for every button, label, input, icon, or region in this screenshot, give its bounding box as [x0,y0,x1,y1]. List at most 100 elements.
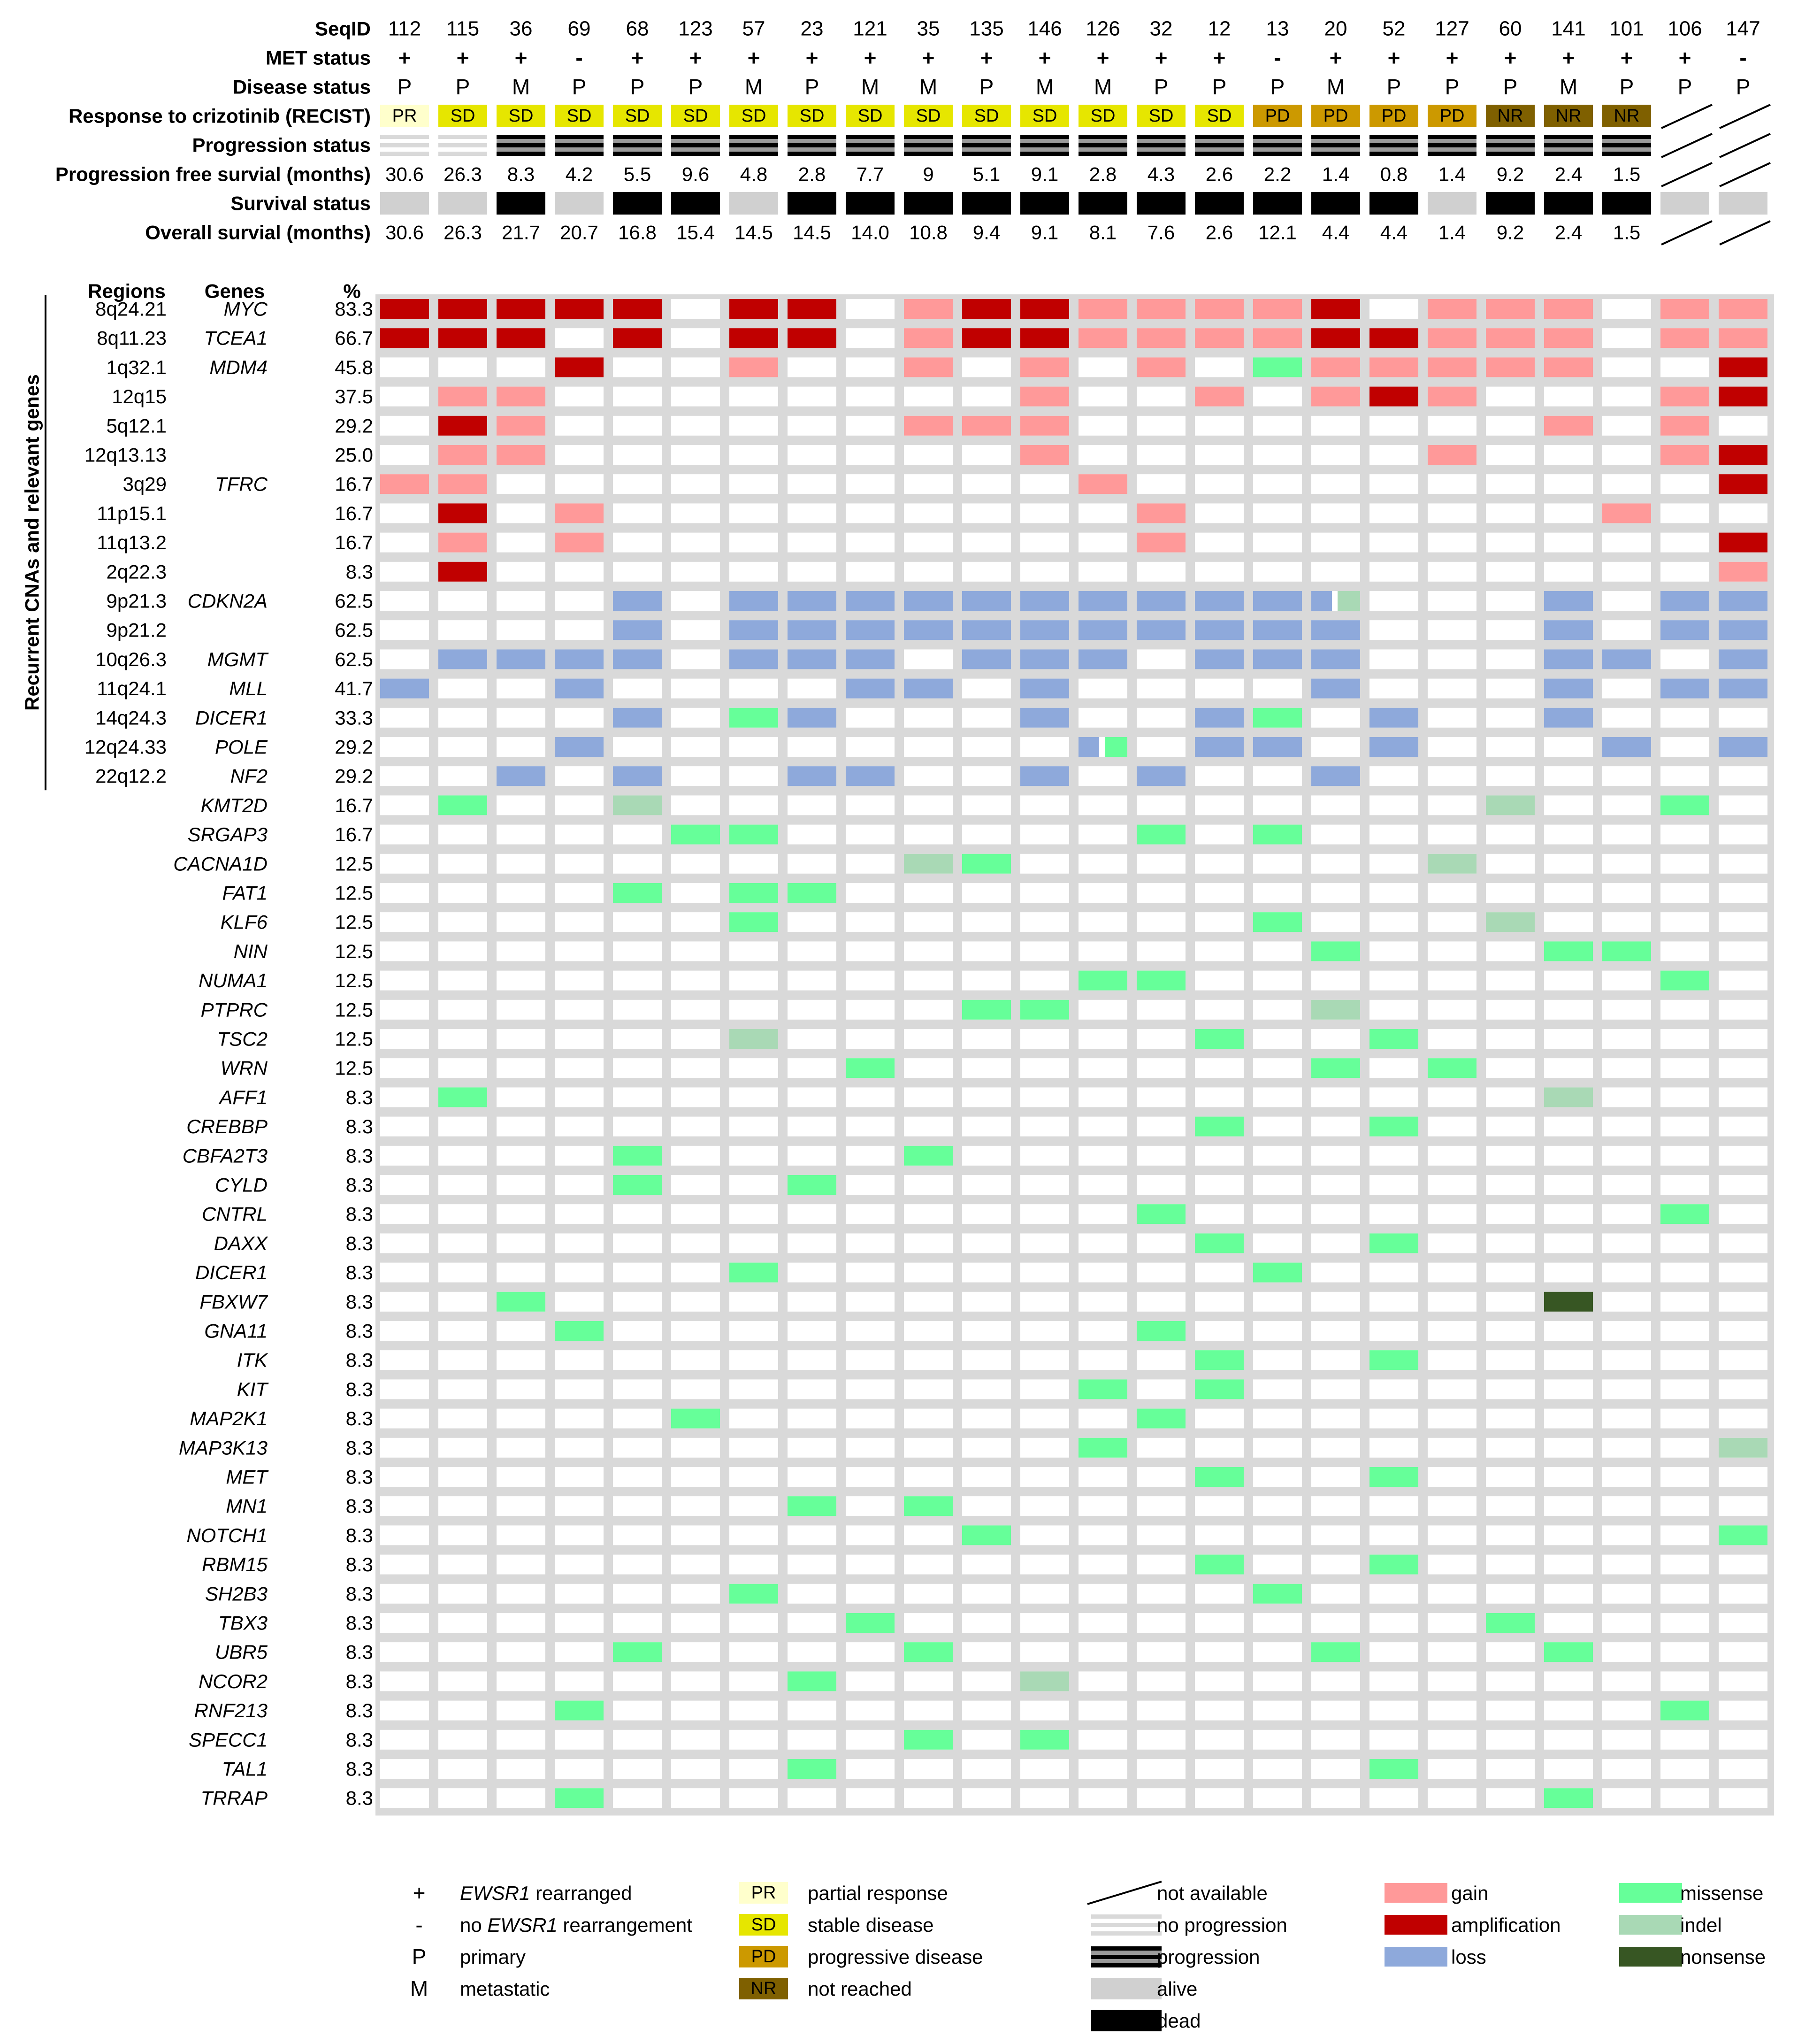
grid-cell [1544,386,1593,407]
grid-cell [1253,1233,1302,1253]
legend-swatch-label: SD [751,1915,776,1935]
grid-cell [1486,853,1535,874]
grid-cell [380,1408,429,1429]
alteration-cell [904,1642,953,1662]
grid-cell [380,999,429,1020]
grid-cell [1602,1788,1651,1808]
grid-cell [1137,1525,1186,1545]
grid-cell [671,1321,720,1341]
grid-cell [1428,766,1476,786]
grid-cell [1428,824,1476,845]
header-value: 2.4 [1555,222,1582,244]
alteration-cell [1602,649,1651,669]
grid-cell [1486,1087,1535,1107]
alteration-cell [1311,386,1360,407]
grid-cell [671,1729,720,1750]
grid-cell [1486,503,1535,523]
legend-stripe [1091,1919,1162,1923]
alteration-cell [1602,737,1651,757]
progression-stripe [1253,143,1302,147]
grid-cell [438,620,487,640]
grid-cell [904,824,953,845]
grid-cell [1660,1671,1709,1691]
percent-label: 16.7 [335,794,373,816]
progression-stripe [729,139,778,143]
grid-cell [1602,1759,1651,1779]
grid-cell [962,1729,1011,1750]
grid-cell [1660,1291,1709,1312]
alteration-cell [1079,299,1127,319]
grid-cell [1602,1145,1651,1166]
grid-cell [1195,1729,1244,1750]
grid-cell [380,620,429,640]
sample-id: 57 [742,17,765,40]
grid-cell [729,1379,778,1399]
sample-id: 115 [446,17,479,40]
percent-label: 8.3 [346,1670,373,1692]
grid-cell [904,1291,953,1312]
sample-id: 121 [853,17,887,40]
response-label: PD [1323,106,1348,126]
alteration-cell [1311,357,1360,377]
grid-cell [962,941,1011,961]
gene-label: NCOR2 [199,1670,268,1692]
grid-cell [497,999,545,1020]
gene-label: PTPRC [201,999,268,1021]
legend-stripe [1091,1955,1162,1959]
progression-stripe [1602,147,1651,152]
alteration-cell [555,503,604,523]
grid-cell [1079,853,1127,874]
legend-label: metastatic [460,1978,550,2000]
progression-stripe [846,143,895,147]
grid-cell [1369,503,1418,523]
alteration-cell [729,883,778,903]
alteration-cell [497,766,545,786]
legend-swatch [1619,1883,1682,1903]
grid-cell [1079,678,1127,699]
progression-stripe [380,147,429,152]
gene-label: MGMT [207,648,269,670]
grid-cell [729,1554,778,1575]
grid-cell [729,386,778,407]
grid-cell [438,999,487,1020]
grid-cell [962,386,1011,407]
alteration-cell [1253,299,1302,319]
gene-label: MAP3K13 [179,1437,268,1459]
survival-cell [1311,192,1360,215]
gene-label: NOTCH1 [186,1524,268,1546]
grid-cell [671,1671,720,1691]
alteration-cell [1020,328,1069,348]
grid-cell [1253,503,1302,523]
progression-cell [1195,135,1244,156]
grid-cell [1660,357,1709,377]
grid-cell [438,1583,487,1604]
survival-cell [671,192,720,215]
grid-cell [846,1291,895,1312]
alteration-cell [962,299,1011,319]
grid-cell [1602,1525,1651,1545]
header-value: P [1212,75,1227,99]
grid-cell [1253,1087,1302,1107]
grid-cell [1486,532,1535,553]
grid-cell [1195,1525,1244,1545]
alteration-cell [1253,737,1302,757]
grid-cell [1311,415,1360,436]
alteration-cell [1195,737,1244,757]
progression-cell [613,135,662,156]
alteration-cell [788,883,836,903]
grid-cell [1253,883,1302,903]
grid-cell [904,1350,953,1370]
alteration-cell [846,678,895,699]
percent-label: 8.3 [346,561,373,583]
alteration-cell [1137,1408,1186,1429]
grid-cell [1719,824,1767,845]
header-row-label: Disease status [233,76,371,98]
alteration-cell [729,591,778,611]
alteration-cell [1719,620,1767,640]
grid-cell [1428,1408,1476,1429]
grid-cell [1079,1613,1127,1633]
grid-cell [1369,912,1418,932]
alteration-cell [438,328,487,348]
grid-cell [1719,970,1767,991]
legend-label-part: dead [1157,2010,1201,2032]
